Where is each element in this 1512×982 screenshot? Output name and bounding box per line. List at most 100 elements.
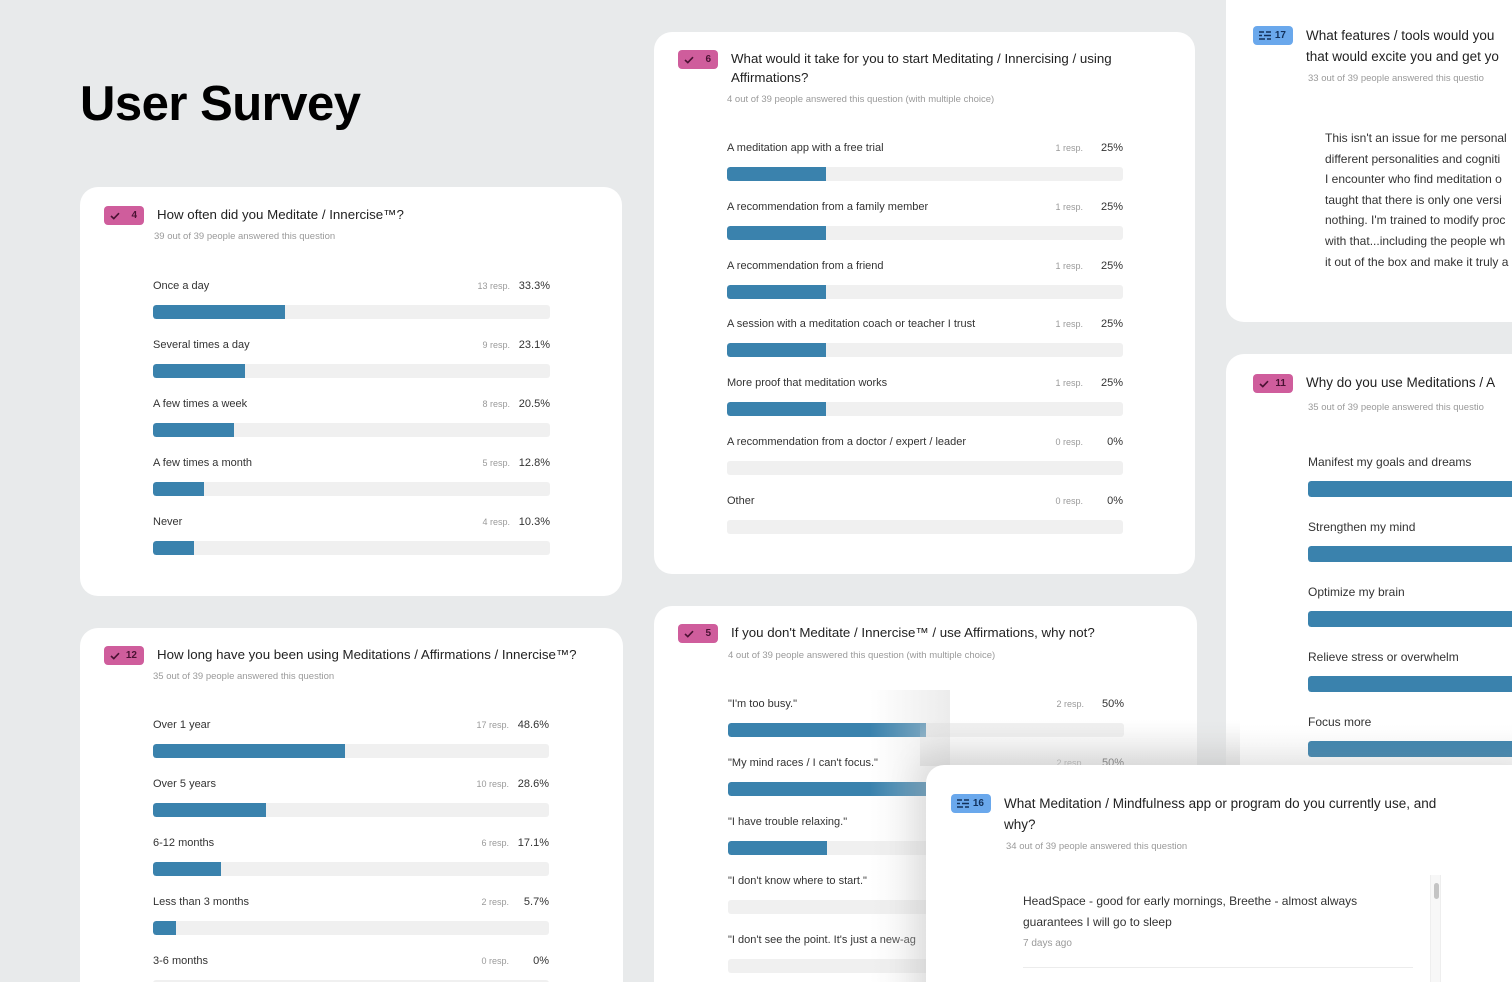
answered-count: 4 out of 39 people answered this questio…: [728, 650, 996, 661]
question-number: 4: [131, 210, 137, 221]
option-header: A session with a meditation coach or tea…: [727, 317, 1123, 331]
progress-bar-fill: [727, 402, 826, 417]
option-row: A recommendation from a friend 1 resp. 25%: [727, 259, 1123, 299]
question-title: What features / tools would you that wou…: [1306, 25, 1499, 67]
option-response-count: 1 resp.: [1055, 201, 1083, 212]
progress-bar-fill: [1308, 481, 1512, 497]
question-title: What would it take for you to start Medi…: [731, 49, 1112, 87]
option-label: "I have trouble relaxing.": [728, 816, 848, 828]
option-label: Other: [727, 494, 755, 507]
option-percentage: 0%: [1107, 494, 1123, 507]
option-header: 6-12 months 6 resp. 17.1%: [153, 836, 549, 850]
check-icon: [110, 212, 120, 220]
progress-bar-track: [153, 423, 550, 437]
progress-bar-fill: [727, 167, 826, 181]
option-label: Optimize my brain: [1308, 585, 1405, 599]
option-row: Strengthen my mind: [1308, 519, 1512, 562]
option-row: More proof that meditation works 1 resp. 2…: [727, 376, 1123, 417]
progress-bar-track: [727, 402, 1123, 417]
option-header: Once a day 13 resp. 33.3%: [153, 279, 550, 293]
option-response-count: 8 resp.: [482, 399, 510, 409]
answered-count: 39 out of 39 people answered this questi…: [154, 231, 336, 242]
check-icon: [684, 630, 694, 638]
option-row: Over 1 year 17 resp. 48.6%: [153, 718, 549, 758]
option-label: Manifest my goals and dreams: [1308, 455, 1472, 469]
text-answer-badge: 16: [951, 794, 991, 813]
option-label: "I'm too busy.": [728, 698, 798, 710]
answer-list: HeadSpace - good for early mornings, Bre…: [1023, 891, 1413, 969]
option-percentage: 5.7%: [523, 896, 549, 908]
option-label: A session with a meditation coach or tea…: [727, 318, 976, 331]
option-row: Never 4 resp. 10.3%: [153, 515, 550, 555]
question-card-11: 11 Why do you use Meditations / A 35 out…: [1226, 354, 1512, 804]
progress-bar-track: [1308, 741, 1512, 757]
option-row: A session with a meditation coach or tea…: [727, 317, 1123, 358]
option-label: More proof that meditation works: [727, 377, 888, 390]
progress-bar-fill: [153, 364, 245, 378]
option-percentage: 0%: [1107, 436, 1123, 448]
option-row: Less than 3 months 2 resp. 5.7%: [153, 895, 549, 935]
option-percentage: 28.6%: [517, 778, 549, 790]
option-header: Relieve stress or overwhelm: [1308, 649, 1512, 665]
option-row: 6-12 months 6 resp. 17.1%: [153, 836, 549, 876]
question-card-6: 6 What would it take for you to start Me…: [654, 32, 1195, 574]
page-title: User Survey: [80, 77, 361, 131]
option-header: Focus more: [1308, 714, 1512, 730]
progress-bar-fill: [727, 225, 826, 240]
option-percentage: 20.5%: [518, 398, 550, 410]
progress-bar-track: [727, 284, 1123, 299]
option-header: "I have trouble relaxing.": [728, 815, 1124, 829]
question-card-12: 12 How long have you been using Meditati…: [80, 628, 623, 982]
option-percentage: 25%: [1100, 142, 1123, 154]
option-response-count: 0 resp.: [481, 956, 509, 966]
option-row: A few times a week 8 resp. 20.5%: [153, 397, 550, 437]
option-row: "I'm too busy." 2 resp. 50%: [728, 697, 1124, 737]
option-label: Never: [153, 516, 183, 528]
option-header: Other 0 resp. 0%: [727, 494, 1123, 508]
option-header: More proof that meditation works 1 resp. 2…: [727, 376, 1123, 390]
option-label: Over 1 year: [153, 719, 211, 731]
answered-count: 35 out of 39 people answered this questi…: [1308, 402, 1484, 413]
answer-text-line: it out of the box and make it truly a: [1325, 254, 1509, 269]
option-response-count: 13 resp.: [477, 281, 510, 291]
option-header: "I'm too busy." 2 resp. 50%: [728, 697, 1124, 711]
option-header: 3-6 months 0 resp. 0%: [153, 954, 549, 968]
answer-text-line: I encounter who find meditation o: [1325, 172, 1502, 187]
option-header: A meditation app with a free trial 1 resp…: [727, 141, 1123, 155]
multiple-choice-badge: 12: [104, 646, 144, 665]
question-title: If you don't Meditate / Innercise™ / use…: [731, 625, 1095, 640]
scrollbar-thumb[interactable]: [1434, 883, 1439, 899]
answer-text-line: guarantees I will go to sleep: [1023, 914, 1172, 929]
question-card-17: 17 What features / tools would you that …: [1226, 0, 1512, 322]
question-title: Why do you use Meditations / A: [1306, 375, 1496, 390]
progress-bar-track: [153, 364, 550, 378]
option-label: Focus more: [1308, 715, 1372, 729]
option-header: Manifest my goals and dreams: [1308, 454, 1512, 470]
option-percentage: 25%: [1100, 259, 1123, 272]
option-header: A few times a week 8 resp. 20.5%: [153, 397, 550, 411]
answers-scrollbar[interactable]: [1430, 875, 1441, 982]
option-header: A recommendation from a family member 1 r…: [727, 200, 1123, 214]
option-label: Once a day: [153, 280, 210, 292]
question-card-16: 16 What Meditation / Mindfulness app or …: [926, 765, 1512, 982]
option-percentage: 12.8%: [518, 457, 550, 469]
progress-bar-fill: [153, 482, 204, 496]
question-title: How often did you Meditate / Innercise™?: [157, 207, 404, 222]
option-label: A few times a week: [153, 398, 248, 410]
multiple-choice-badge: 4: [104, 206, 144, 225]
question-title: What Meditation / Mindfulness app or pro…: [1004, 793, 1436, 835]
progress-bar-fill: [153, 423, 235, 437]
progress-bar-fill: [153, 921, 176, 935]
option-response-count: 2 resp.: [481, 897, 509, 907]
option-header: Strengthen my mind: [1308, 519, 1512, 535]
progress-bar-fill: [1308, 741, 1512, 757]
progress-bar-fill: [728, 723, 926, 737]
option-response-count: 17 resp.: [476, 720, 509, 730]
option-row: A meditation app with a free trial 1 resp…: [727, 141, 1123, 181]
text-lines-icon: [957, 799, 969, 808]
option-row: Over 5 years 10 resp. 28.6%: [153, 777, 549, 817]
option-row: Optimize my brain: [1308, 584, 1512, 627]
option-header: Never 4 resp. 10.3%: [153, 515, 550, 529]
progress-bar-fill: [153, 744, 346, 758]
progress-bar-track: [153, 980, 549, 982]
